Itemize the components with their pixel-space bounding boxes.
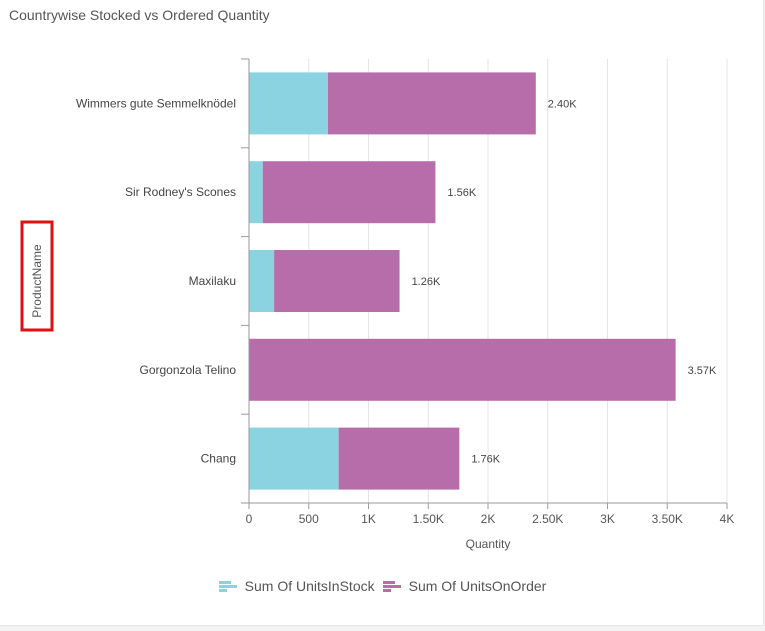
ylabel-highlight-box — [20, 220, 54, 332]
bar-sum-of-unitsinstock — [249, 161, 263, 224]
bar-sum-of-unitsinstock — [249, 250, 275, 312]
data-label: 3.57K — [688, 365, 717, 377]
data-label: 1.56K — [447, 187, 476, 199]
bar-sum-of-unitsinstock — [249, 427, 339, 490]
bar-series-icon — [218, 579, 237, 593]
y-category-label: Wimmers gute Semmelknödel — [76, 96, 236, 110]
y-category-label: Sir Rodney's Scones — [125, 185, 236, 199]
bar-sum-of-unitsonorder — [338, 427, 460, 490]
bar-sum-of-unitsonorder — [327, 72, 536, 135]
bar-series-icon — [382, 579, 401, 593]
legend-item[interactable]: Sum Of UnitsInStock — [218, 578, 375, 594]
bar-series — [249, 72, 676, 490]
x-tick-label: 3.50K — [652, 512, 683, 526]
bar-sum-of-unitsinstock — [249, 72, 328, 135]
bar-sum-of-unitsonorder — [274, 250, 400, 312]
chart-legend: Sum Of UnitsInStock Sum Of UnitsOnOrder — [0, 578, 765, 594]
chart-labels: 0 500 1K 1.50K 2K 2.50K 3K 3.50K 4K Wimmers gute … — [30, 96, 734, 551]
legend-label: Sum Of UnitsOnOrder — [408, 578, 547, 594]
x-tick-label: 0 — [246, 512, 253, 526]
x-axis-title: Quantity — [466, 537, 511, 551]
x-tick-label: 1K — [361, 512, 376, 526]
axes — [241, 58, 728, 509]
x-tick-label: 500 — [299, 512, 319, 526]
x-tick-label: 4K — [720, 512, 735, 526]
data-label: 2.40K — [548, 98, 577, 110]
y-category-label: Gorgonzola Telino — [139, 363, 236, 377]
x-tick-label: 3K — [600, 512, 615, 526]
x-tick-label: 2.50K — [532, 512, 563, 526]
y-category-label: Chang — [201, 452, 236, 466]
data-label: 1.76K — [471, 454, 500, 466]
data-label: 1.26K — [412, 276, 441, 288]
legend-label: Sum Of UnitsInStock — [244, 578, 375, 594]
bar-chart: 0 500 1K 1.50K 2K 2.50K 3K 3.50K 4K Wimmers gute … — [20, 58, 734, 551]
y-axis-title: ProductName — [30, 244, 44, 318]
x-tick-label: 2K — [481, 512, 496, 526]
chart-title: Countrywise Stocked vs Ordered Quantity — [9, 7, 270, 23]
bar-sum-of-unitsonorder — [249, 338, 676, 401]
bar-sum-of-unitsonorder — [262, 161, 436, 224]
y-category-label: Maxilaku — [189, 274, 236, 288]
x-tick-label: 1.50K — [413, 512, 444, 526]
legend-item[interactable]: Sum Of UnitsOnOrder — [382, 578, 547, 594]
